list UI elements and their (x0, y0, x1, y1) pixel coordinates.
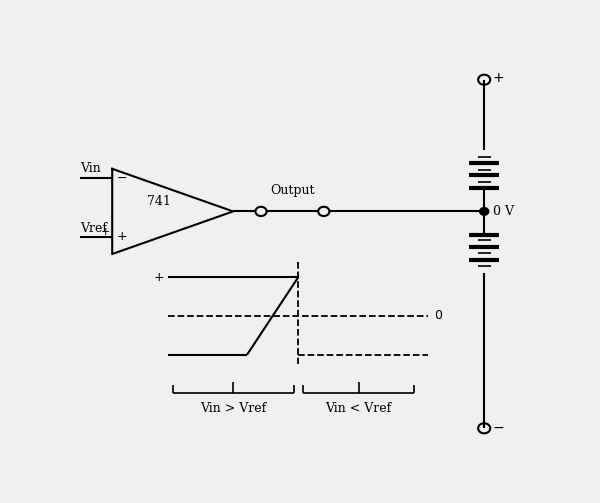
Text: Vin: Vin (80, 162, 100, 176)
Text: Vin < Vref: Vin < Vref (326, 402, 392, 415)
Text: Vin > Vref: Vin > Vref (200, 402, 266, 415)
Text: −: − (493, 422, 504, 435)
Text: 0 V: 0 V (493, 205, 514, 218)
Circle shape (480, 208, 488, 215)
Text: 0: 0 (434, 309, 442, 322)
Text: +: + (116, 230, 127, 243)
Text: 741: 741 (147, 195, 170, 208)
Text: +: + (101, 226, 110, 236)
Text: −: − (116, 172, 127, 185)
Text: +: + (154, 271, 164, 284)
Text: +: + (493, 71, 504, 85)
Text: Vref: Vref (80, 222, 107, 235)
Text: Output: Output (270, 184, 314, 197)
